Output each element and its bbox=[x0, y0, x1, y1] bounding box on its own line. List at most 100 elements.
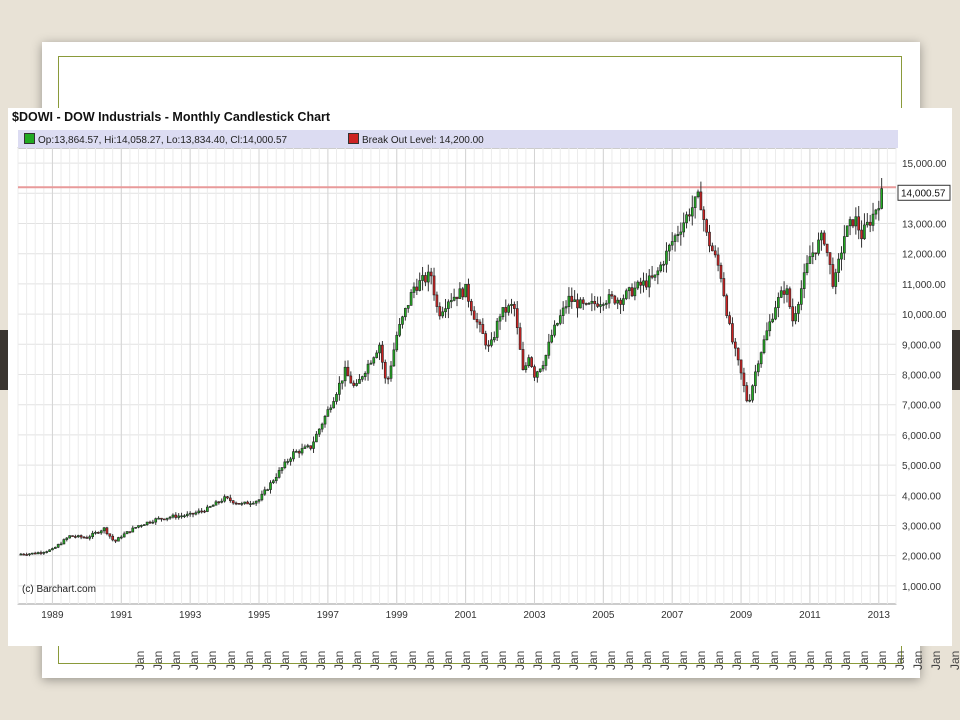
candle-body bbox=[62, 539, 66, 545]
jan-month-label: Jan bbox=[676, 650, 690, 670]
candle-body bbox=[467, 283, 470, 302]
candle-body bbox=[831, 264, 835, 287]
jan-month-label: Jan bbox=[603, 650, 618, 670]
candle-body bbox=[602, 304, 605, 306]
candle-body bbox=[418, 280, 422, 291]
y-tick-label: 4,000.00 bbox=[902, 491, 941, 502]
candle-body bbox=[320, 423, 324, 430]
candle-body bbox=[693, 196, 697, 208]
candle-body bbox=[590, 300, 594, 304]
candle-body bbox=[762, 339, 766, 353]
candle-body bbox=[877, 208, 881, 211]
candle-body bbox=[203, 510, 206, 513]
candle-body bbox=[386, 377, 390, 380]
candle-body bbox=[742, 372, 746, 386]
candle-body bbox=[871, 213, 875, 226]
candle-body bbox=[134, 526, 137, 529]
candle-body bbox=[398, 324, 401, 336]
candle-body bbox=[647, 275, 651, 288]
candle-body bbox=[599, 304, 602, 307]
x-tick-label: 1995 bbox=[248, 610, 271, 621]
jan-month-label: Jan bbox=[350, 650, 365, 670]
candle-body bbox=[211, 504, 215, 507]
candle-body bbox=[366, 363, 370, 374]
candle-body bbox=[392, 349, 396, 367]
candle-body bbox=[639, 281, 642, 286]
candle-body bbox=[234, 502, 238, 505]
candle-body bbox=[249, 503, 252, 505]
candle-body bbox=[834, 272, 838, 287]
jan-month-label: Jan bbox=[295, 650, 310, 670]
y-tick-label: 1,000.00 bbox=[902, 582, 941, 593]
candle-body bbox=[412, 286, 416, 293]
candle-body bbox=[556, 323, 559, 326]
candle-body bbox=[424, 275, 427, 283]
candle-body bbox=[673, 235, 677, 242]
jan-month-label: Jan bbox=[223, 650, 238, 670]
candle-body bbox=[507, 305, 510, 313]
candle-body bbox=[759, 352, 763, 365]
y-tick-label: 6,000.00 bbox=[902, 431, 941, 442]
candle-body bbox=[682, 222, 686, 233]
candle-body bbox=[441, 311, 444, 317]
candle-body bbox=[378, 344, 381, 354]
candle-body bbox=[59, 543, 63, 546]
candle-body bbox=[705, 219, 708, 233]
candle-body bbox=[633, 287, 637, 297]
candle-body bbox=[177, 515, 181, 518]
jan-month-label: Jan bbox=[911, 650, 926, 670]
last-value-label: 14,000.57 bbox=[901, 188, 946, 199]
candle-body bbox=[200, 510, 203, 513]
candle-body bbox=[349, 375, 353, 384]
candle-body bbox=[622, 298, 625, 305]
candle-body bbox=[154, 518, 158, 523]
candle-body bbox=[315, 433, 318, 443]
candle-body bbox=[243, 501, 247, 504]
candle-body bbox=[779, 290, 783, 298]
legend-swatch-up bbox=[24, 133, 35, 144]
jan-month-label: Jan bbox=[476, 650, 491, 670]
candle-body bbox=[160, 517, 163, 520]
jan-month-label: Jan bbox=[857, 650, 871, 670]
candle-body bbox=[22, 553, 26, 556]
candle-body bbox=[455, 296, 459, 299]
candle-body bbox=[848, 219, 852, 227]
candle-body bbox=[771, 318, 774, 323]
candle-body bbox=[266, 489, 269, 491]
candle-body bbox=[306, 445, 310, 448]
chart-credit: (c) Barchart.com bbox=[22, 584, 96, 595]
candle-body bbox=[401, 316, 404, 325]
candle-body bbox=[79, 535, 83, 538]
candle-body bbox=[28, 553, 31, 556]
candle-body bbox=[865, 221, 869, 226]
candle-body bbox=[667, 244, 671, 252]
candle-body bbox=[33, 552, 37, 555]
candle-body bbox=[151, 521, 155, 524]
jan-month-label: Jan bbox=[712, 650, 727, 670]
candle-body bbox=[799, 288, 803, 305]
candle-body bbox=[688, 214, 691, 217]
candle-body bbox=[475, 319, 479, 323]
legend-swatch-breakout bbox=[348, 133, 359, 144]
candle-body bbox=[851, 219, 855, 227]
candle-body bbox=[297, 451, 301, 454]
candle-body bbox=[679, 231, 683, 235]
candle-body bbox=[840, 252, 843, 260]
candle-body bbox=[863, 224, 866, 240]
candle-body bbox=[217, 501, 221, 504]
candle-body bbox=[584, 303, 588, 305]
candle-body bbox=[108, 533, 112, 537]
candle-body bbox=[263, 489, 267, 495]
candle-body bbox=[220, 500, 224, 503]
candle-body bbox=[438, 306, 442, 317]
x-tick-label: 2011 bbox=[799, 610, 821, 621]
candle-body bbox=[309, 445, 312, 449]
jan-month-label: Jan bbox=[187, 650, 202, 670]
candle-body bbox=[94, 532, 97, 534]
jan-month-label: Jan bbox=[802, 650, 817, 670]
candle-body bbox=[383, 361, 387, 379]
candle-body bbox=[48, 549, 51, 552]
candle-body bbox=[699, 191, 703, 211]
candle-body bbox=[131, 527, 135, 533]
candle-body bbox=[820, 232, 823, 241]
